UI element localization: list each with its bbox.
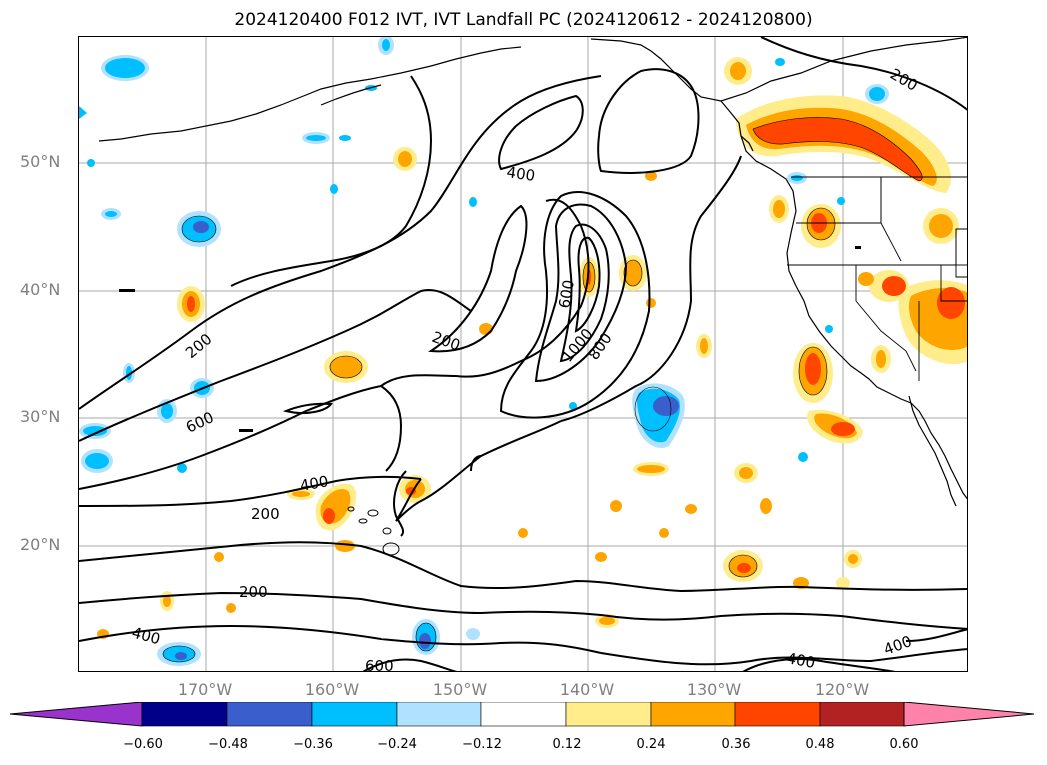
contour-label: 400 bbox=[881, 632, 914, 659]
colorbar-tick: −0.12 bbox=[462, 737, 502, 752]
colorbar-segment-high-extend bbox=[903, 702, 1035, 727]
colorbar-tick: 0.60 bbox=[889, 737, 919, 752]
colorbar-tick: 0.48 bbox=[805, 737, 835, 752]
colorbar-tick: 0.12 bbox=[552, 737, 582, 752]
blob-california bbox=[858, 270, 967, 373]
contour-label: 400 bbox=[130, 623, 162, 648]
contour-label: 200 bbox=[239, 583, 268, 601]
lon-label-120w: 120°W bbox=[814, 680, 870, 699]
colorbar-tick: −0.24 bbox=[377, 737, 417, 752]
contour-label: 600 bbox=[183, 408, 217, 436]
lon-label-140w: 140°W bbox=[559, 680, 615, 699]
positive-pc-blobs bbox=[97, 57, 967, 639]
map-canvas: 400 600 1000 800 200 200 600 200 400 200… bbox=[79, 37, 967, 672]
lat-label-50n: 50°N bbox=[20, 152, 61, 171]
lon-label-130w: 130°W bbox=[686, 680, 742, 699]
blob-central-pacific bbox=[97, 255, 697, 639]
lon-label-160w: 160°W bbox=[304, 680, 360, 699]
colorbar-tick: −0.36 bbox=[293, 737, 333, 752]
contour-label: 400 bbox=[785, 649, 816, 672]
lon-label-170w: 170°W bbox=[177, 680, 233, 699]
state-borders bbox=[787, 176, 967, 381]
colorbar-segment-low-extend bbox=[10, 702, 143, 727]
map-title: 2024120400 F012 IVT, IVT Landfall PC (20… bbox=[234, 10, 813, 30]
hawaii-islands bbox=[347, 506, 400, 556]
lat-label-40n: 40°N bbox=[20, 280, 61, 299]
contour-label: 200 bbox=[251, 505, 280, 523]
contour-label: 600 bbox=[365, 657, 394, 672]
colorbar bbox=[10, 702, 1035, 727]
colorbar-tick: −0.60 bbox=[123, 737, 163, 752]
colorbar-tick: −0.48 bbox=[208, 737, 248, 752]
colorbar-tick: 0.36 bbox=[721, 737, 751, 752]
coastlines bbox=[98, 37, 967, 507]
map-panel: 400 600 1000 800 200 200 600 200 400 200… bbox=[78, 36, 968, 672]
contour-label: 200 bbox=[887, 65, 921, 95]
lat-label-20n: 20°N bbox=[20, 535, 61, 554]
ivt-contours bbox=[79, 37, 967, 671]
blob-outlines bbox=[162, 117, 923, 663]
lon-label-150w: 150°W bbox=[432, 680, 488, 699]
coast-markers bbox=[119, 246, 861, 432]
lat-label-30n: 30°N bbox=[20, 407, 61, 426]
colorbar-tick: 0.24 bbox=[636, 737, 666, 752]
contour-label: 600 bbox=[555, 278, 578, 309]
contour-label: 400 bbox=[505, 163, 536, 185]
contour-label: 400 bbox=[299, 472, 330, 495]
blob-nw-interior bbox=[393, 57, 959, 248]
